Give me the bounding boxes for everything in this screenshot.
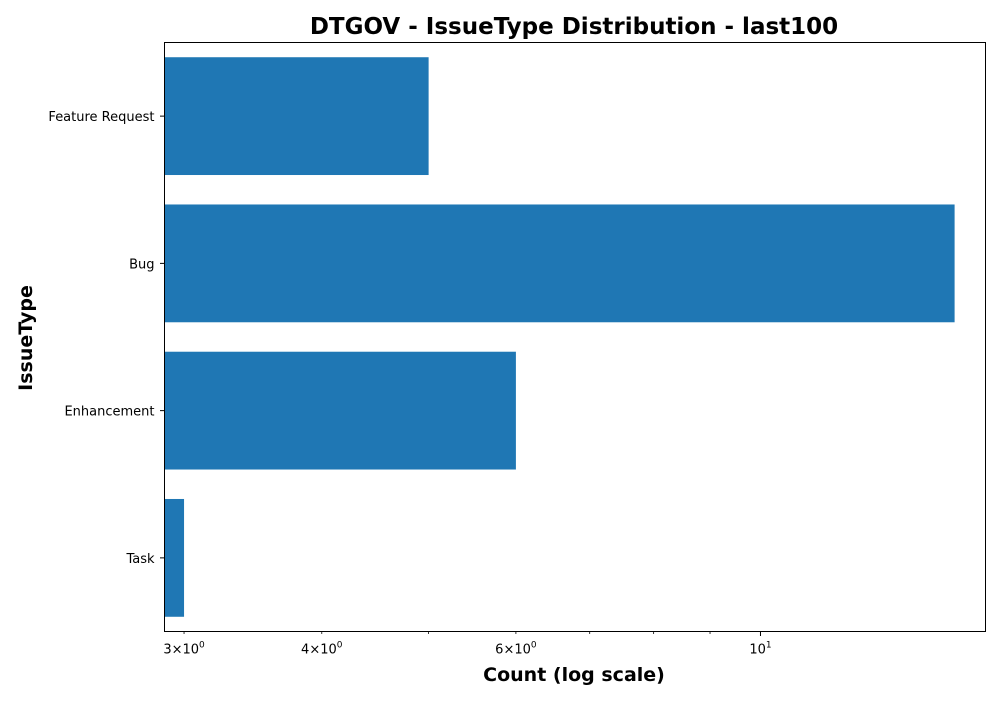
x-tick-exponent-3: 0 — [199, 641, 205, 651]
bar-feature-request — [164, 57, 429, 176]
y-tick-label-bug: Bug — [129, 257, 154, 272]
bars-group — [164, 57, 955, 617]
y-axis-label: IssueType — [15, 285, 37, 391]
ticks-group: Task Enhancement Bug Feature Request 3×100 4×… — [48, 110, 771, 657]
x-tick-label-3: 3×100 — [163, 641, 205, 658]
bar-bug — [164, 204, 955, 323]
x-axis-label: Count (log scale) — [483, 664, 665, 686]
y-tick-label-enhancement: Enhancement — [64, 405, 154, 420]
y-tick-label-task: Task — [125, 552, 155, 567]
x-tick-exponent-10: 1 — [766, 641, 772, 651]
bar-task — [164, 498, 185, 617]
bar-enhancement — [164, 351, 516, 470]
x-tick-exponent-6: 0 — [531, 641, 537, 651]
x-tick-label-6: 6×100 — [495, 641, 537, 658]
x-tick-label-4: 4×100 — [301, 641, 343, 658]
x-tick-exponent-4: 0 — [337, 641, 343, 651]
chart-title: DTGOV - IssueType Distribution - last100 — [310, 14, 838, 40]
y-tick-label-feature-request: Feature Request — [48, 110, 154, 125]
plot-frame — [164, 42, 986, 632]
